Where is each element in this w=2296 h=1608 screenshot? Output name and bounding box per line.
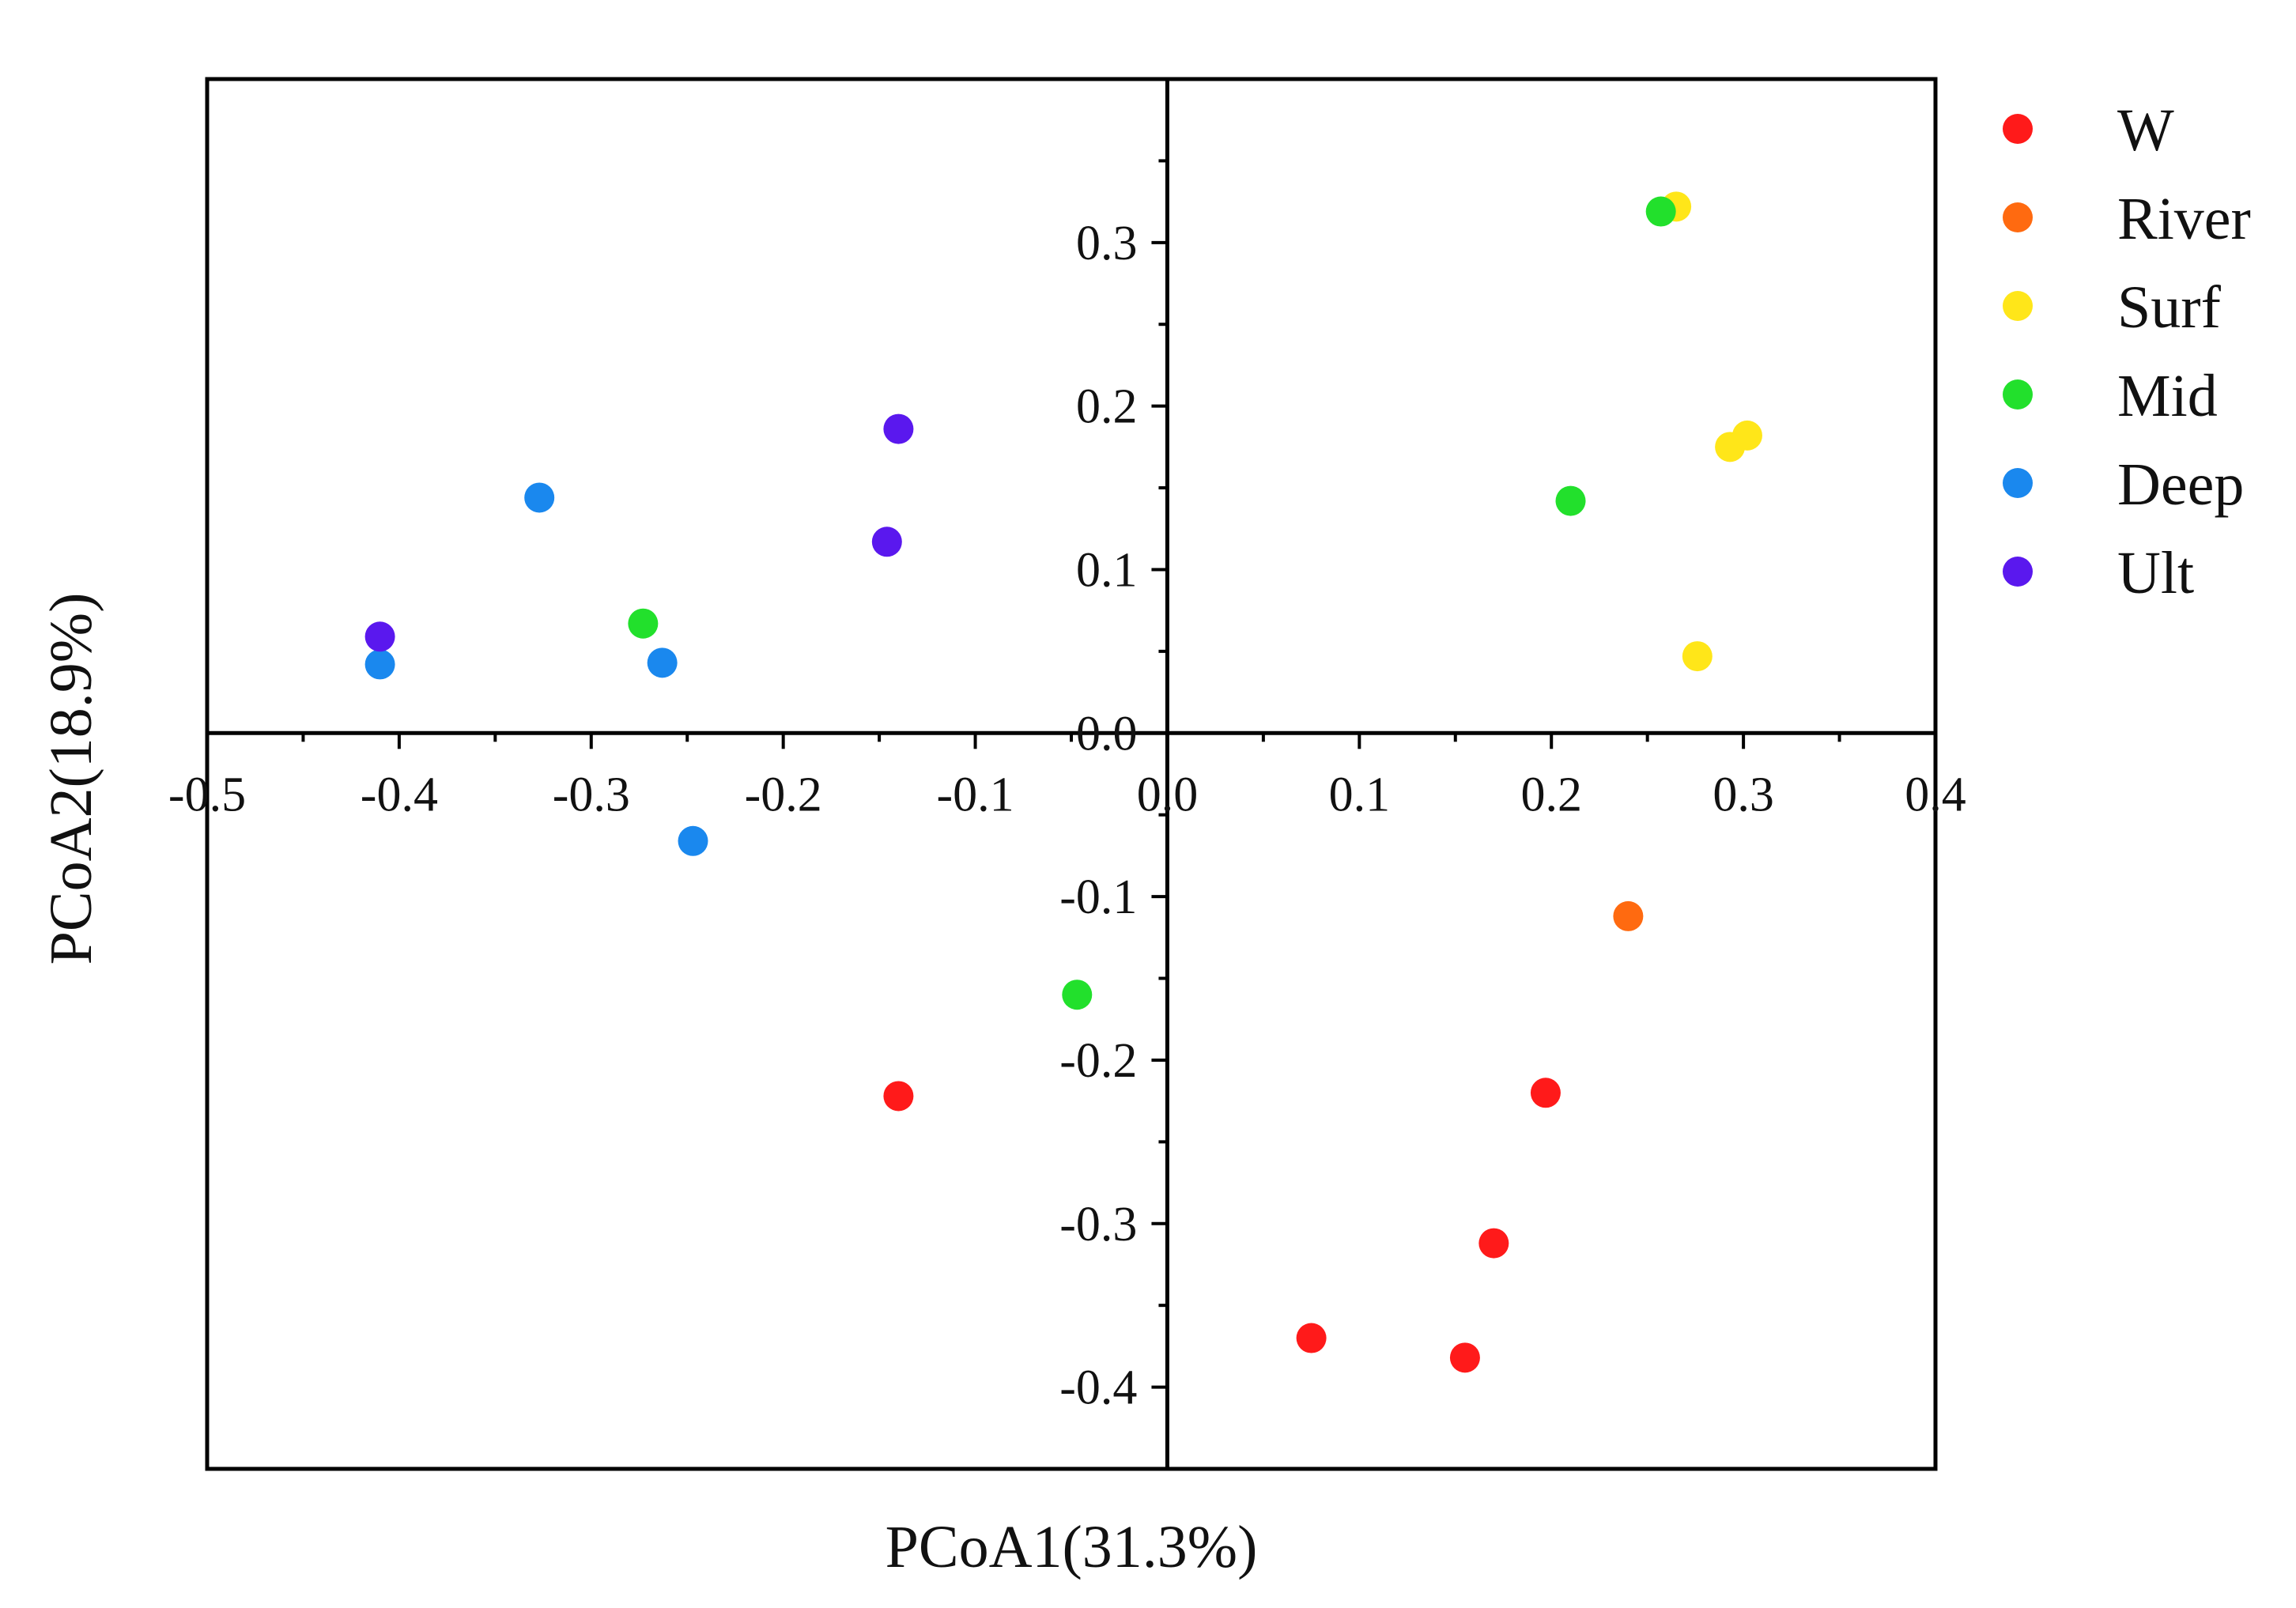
legend: W River Surf Mid Deep Ult	[2003, 97, 2251, 606]
data-point-w	[883, 1081, 914, 1112]
legend-label-river: River	[2117, 186, 2251, 252]
y-tick-label: -0.2	[1059, 1034, 1137, 1088]
x-tick-label: -0.3	[553, 768, 630, 821]
legend-label-deep: Deep	[2117, 451, 2244, 518]
data-points-group	[364, 191, 1762, 1373]
data-point-deep	[364, 649, 395, 680]
data-point-ult	[364, 621, 395, 652]
y-tick-label: 0.0	[1076, 707, 1138, 761]
data-point-surf	[1731, 420, 1762, 451]
data-point-mid	[628, 608, 659, 639]
x-tick-label: -0.5	[168, 768, 246, 821]
data-point-ult	[883, 413, 914, 444]
data-point-mid	[1555, 485, 1586, 516]
y-tick-label: -0.3	[1059, 1198, 1137, 1251]
y-tick-label: 0.2	[1076, 380, 1138, 434]
legend-marker-surf	[2003, 291, 2033, 321]
plot-border	[205, 77, 1938, 1471]
plot-frame-group	[205, 77, 1938, 1471]
data-point-w	[1449, 1342, 1480, 1373]
axes-group: -0.5 -0.4 -0.3 -0.2 -0.1 0.0 0.1 0.2 0.3 0.40.30.…	[168, 79, 1966, 1470]
legend-label-w: W	[2117, 97, 2174, 164]
x-axis-title: PCoA1(31.3%)	[886, 1514, 1258, 1580]
data-point-w	[1296, 1323, 1327, 1353]
data-point-deep	[678, 825, 708, 856]
legend-label-surf: Surf	[2117, 274, 2222, 341]
x-tick-label: -0.1	[936, 768, 1014, 821]
y-tick-label: 0.3	[1076, 217, 1138, 270]
data-point-mid	[1062, 980, 1093, 1010]
legend-marker-river	[2003, 202, 2033, 232]
data-point-deep	[524, 482, 555, 513]
legend-label-mid: Mid	[2117, 363, 2218, 429]
data-point-w	[1478, 1228, 1509, 1259]
data-point-mid	[1645, 196, 1676, 227]
x-tick-label: 0.1	[1329, 768, 1391, 821]
legend-label-ult: Ult	[2117, 540, 2194, 606]
x-tick-label: 0.2	[1520, 768, 1582, 821]
y-axis-title: PCoA2(18.9%)	[38, 593, 104, 965]
x-tick-label: 0.4	[1905, 768, 1966, 821]
x-tick-label: 0.3	[1713, 768, 1774, 821]
data-point-deep	[647, 647, 678, 678]
data-point-ult	[871, 527, 902, 557]
legend-marker-deep	[2003, 468, 2033, 498]
legend-marker-w	[2003, 114, 2033, 144]
x-tick-label: -0.4	[361, 768, 438, 821]
x-tick-label: 0.0	[1137, 768, 1199, 821]
legend-marker-ult	[2003, 557, 2033, 587]
y-tick-label: -0.4	[1059, 1361, 1137, 1415]
data-point-surf	[1682, 641, 1713, 672]
x-tick-label: -0.2	[745, 768, 822, 821]
data-point-river	[1613, 900, 1644, 931]
legend-marker-mid	[2003, 379, 2033, 410]
y-tick-label: 0.1	[1076, 543, 1138, 597]
y-tick-label: -0.1	[1059, 870, 1137, 924]
data-point-w	[1530, 1078, 1561, 1108]
